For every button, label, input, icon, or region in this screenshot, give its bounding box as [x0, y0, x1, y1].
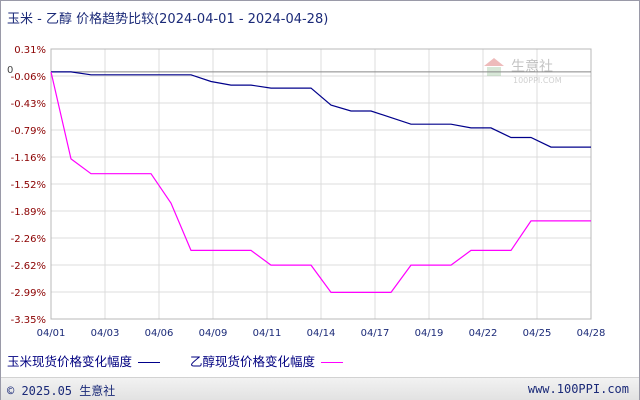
watermark-site: 100PPI.COM	[513, 76, 562, 85]
x-tick-label: 04/11	[253, 328, 282, 339]
chart-title: 玉米 - 乙醇 价格趋势比较(2024-04-01 - 2024-04-28)	[7, 12, 329, 27]
footer-copyright: © 2025.05 生意社	[7, 384, 116, 398]
x-tick-label: 04/28	[577, 328, 606, 339]
zero-label: 0	[7, 65, 13, 76]
x-tick-label: 04/06	[145, 328, 174, 339]
y-tick-label: -1.89%	[11, 207, 46, 218]
y-tick-label: -0.06%	[11, 72, 46, 83]
series-line-corn	[51, 71, 591, 148]
y-tick-label: -1.16%	[11, 153, 46, 164]
legend: 玉米现货价格变化幅度 乙醇现货价格变化幅度	[7, 351, 369, 370]
x-tick-label: 04/25	[523, 328, 552, 339]
y-tick-label: -3.35%	[11, 315, 46, 326]
series-lines	[50, 71, 591, 293]
y-tick-label: -2.62%	[11, 261, 46, 272]
x-tick-label: 04/17	[361, 328, 390, 339]
series-line-ethanol	[50, 71, 591, 293]
x-tick-label: 04/01	[37, 328, 66, 339]
x-tick-label: 04/03	[91, 328, 120, 339]
y-tick-label: -1.52%	[11, 180, 46, 191]
x-tick-label: 04/19	[415, 328, 444, 339]
footer-bar: © 2025.05 生意社 www.100PPI.com	[1, 377, 639, 400]
y-tick-label: -2.26%	[11, 234, 46, 245]
x-tick-label: 04/22	[469, 328, 498, 339]
y-tick-label: -2.99%	[11, 288, 46, 299]
legend-item-corn: 玉米现货价格变化幅度	[7, 351, 161, 370]
watermark-roof-icon	[484, 58, 504, 66]
legend-label-corn: 玉米现货价格变化幅度	[7, 354, 133, 369]
y-tick-label: 0.31%	[14, 45, 46, 56]
legend-swatch-corn	[138, 362, 161, 363]
y-tick-label: -0.43%	[11, 99, 46, 110]
y-tick-label: -0.79%	[11, 126, 46, 137]
line-chart: 生意社 100PPI.COM 0.31% -0.06% -0.43% -0.79% -1…	[7, 45, 605, 339]
watermark-brand: 生意社	[511, 58, 553, 75]
legend-swatch-ethanol	[321, 362, 344, 363]
footer-url-link[interactable]: www.100PPI.com	[527, 382, 629, 396]
plot-area-border	[50, 48, 592, 320]
legend-item-ethanol: 乙醇现货价格变化幅度	[190, 351, 344, 370]
x-tick-label: 04/14	[307, 328, 336, 339]
x-tick-label: 04/09	[199, 328, 228, 339]
legend-label-ethanol: 乙醇现货价格变化幅度	[190, 354, 316, 369]
axes: 0.31% -0.06% -0.43% -0.79% -1.16% -1.52% -1.89…	[7, 45, 605, 339]
